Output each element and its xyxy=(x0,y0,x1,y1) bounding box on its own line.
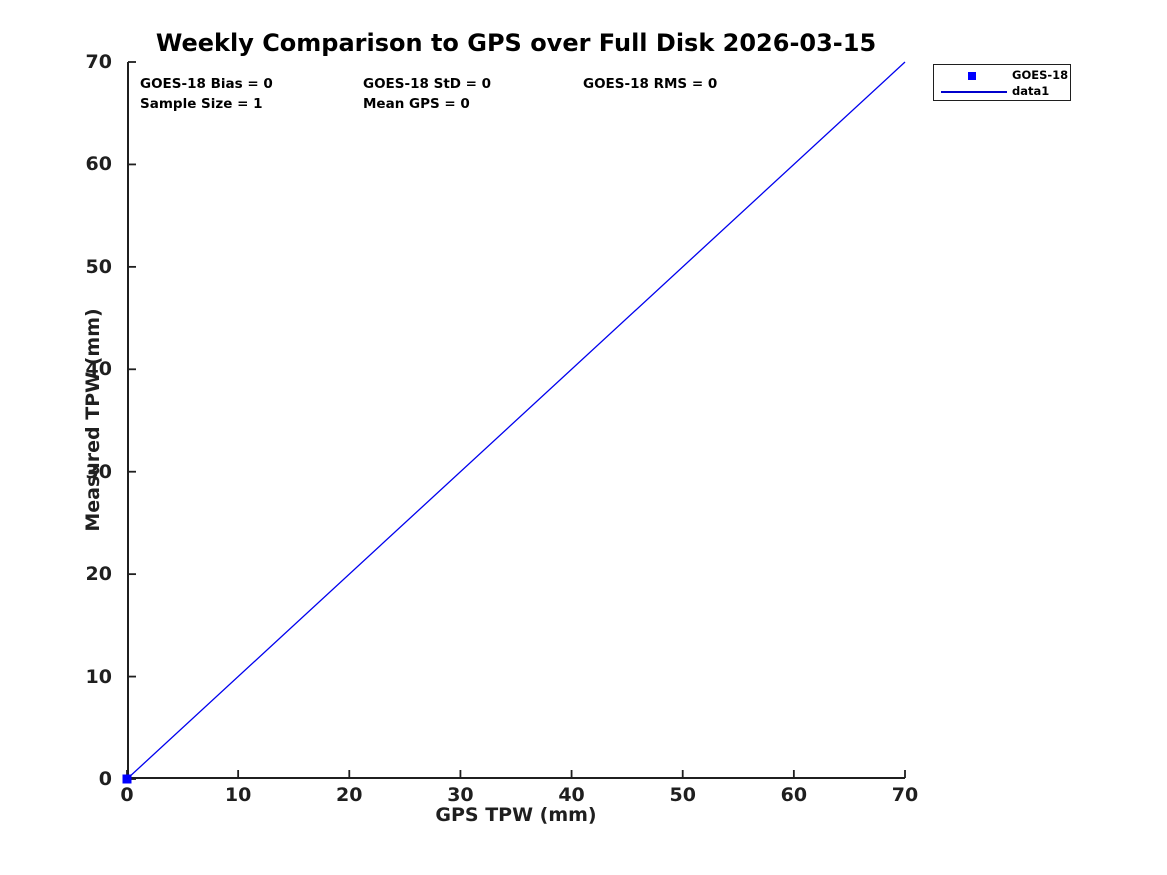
y-tick-label: 20 xyxy=(85,563,112,586)
x-tick-label: 40 xyxy=(558,784,585,806)
legend-line-icon xyxy=(941,91,1007,93)
stat-rms: GOES-18 RMS = 0 xyxy=(583,76,718,92)
x-tick-label: 60 xyxy=(780,784,808,806)
x-axis-tick-labels: 0 10 20 30 40 50 60 70 xyxy=(120,784,918,808)
y-axis-label-text: Measured TPW (mm) xyxy=(82,308,104,532)
y-axis-tick-labels: 0 10 20 30 40 50 60 70 xyxy=(0,51,120,790)
stat-bias: GOES-18 Bias = 0 xyxy=(140,76,273,92)
y-tick-label: 70 xyxy=(85,51,112,73)
x-tick-label: 10 xyxy=(224,784,252,806)
x-axis-label: GPS TPW (mm) xyxy=(435,804,597,826)
legend-entry-label: GOES-18 xyxy=(1012,68,1069,82)
y-tick-label: 30 xyxy=(85,460,112,483)
plot-svg xyxy=(122,61,906,784)
legend-entry-label: data1 xyxy=(1012,84,1050,98)
stat-mean-gps: Mean GPS = 0 xyxy=(363,96,470,112)
plot-area xyxy=(122,61,906,784)
chart-title: Weekly Comparison to GPS over Full Disk … xyxy=(155,29,877,57)
stat-sample-size: Sample Size = 1 xyxy=(140,96,263,112)
x-tick-label: 20 xyxy=(336,784,363,806)
legend-square-marker-icon xyxy=(968,72,976,80)
x-tick-label: 30 xyxy=(447,784,474,806)
series-line-data1 xyxy=(126,61,906,780)
x-tick-label: 70 xyxy=(891,784,919,806)
x-tick-label: 0 xyxy=(120,784,134,806)
y-tick-label: 10 xyxy=(85,665,112,688)
y-tick-label: 60 xyxy=(85,153,112,176)
x-tick-label: 50 xyxy=(669,784,696,806)
legend: GOES-18 data1 xyxy=(933,64,1071,101)
legend-entry-data1: data1 xyxy=(934,84,1070,100)
y-tick-label: 0 xyxy=(98,768,112,790)
stat-std: GOES-18 StD = 0 xyxy=(363,76,492,92)
y-tick-label: 40 xyxy=(85,358,112,381)
legend-entry-goes18: GOES-18 xyxy=(934,68,1070,84)
y-tick-label: 50 xyxy=(85,255,112,278)
